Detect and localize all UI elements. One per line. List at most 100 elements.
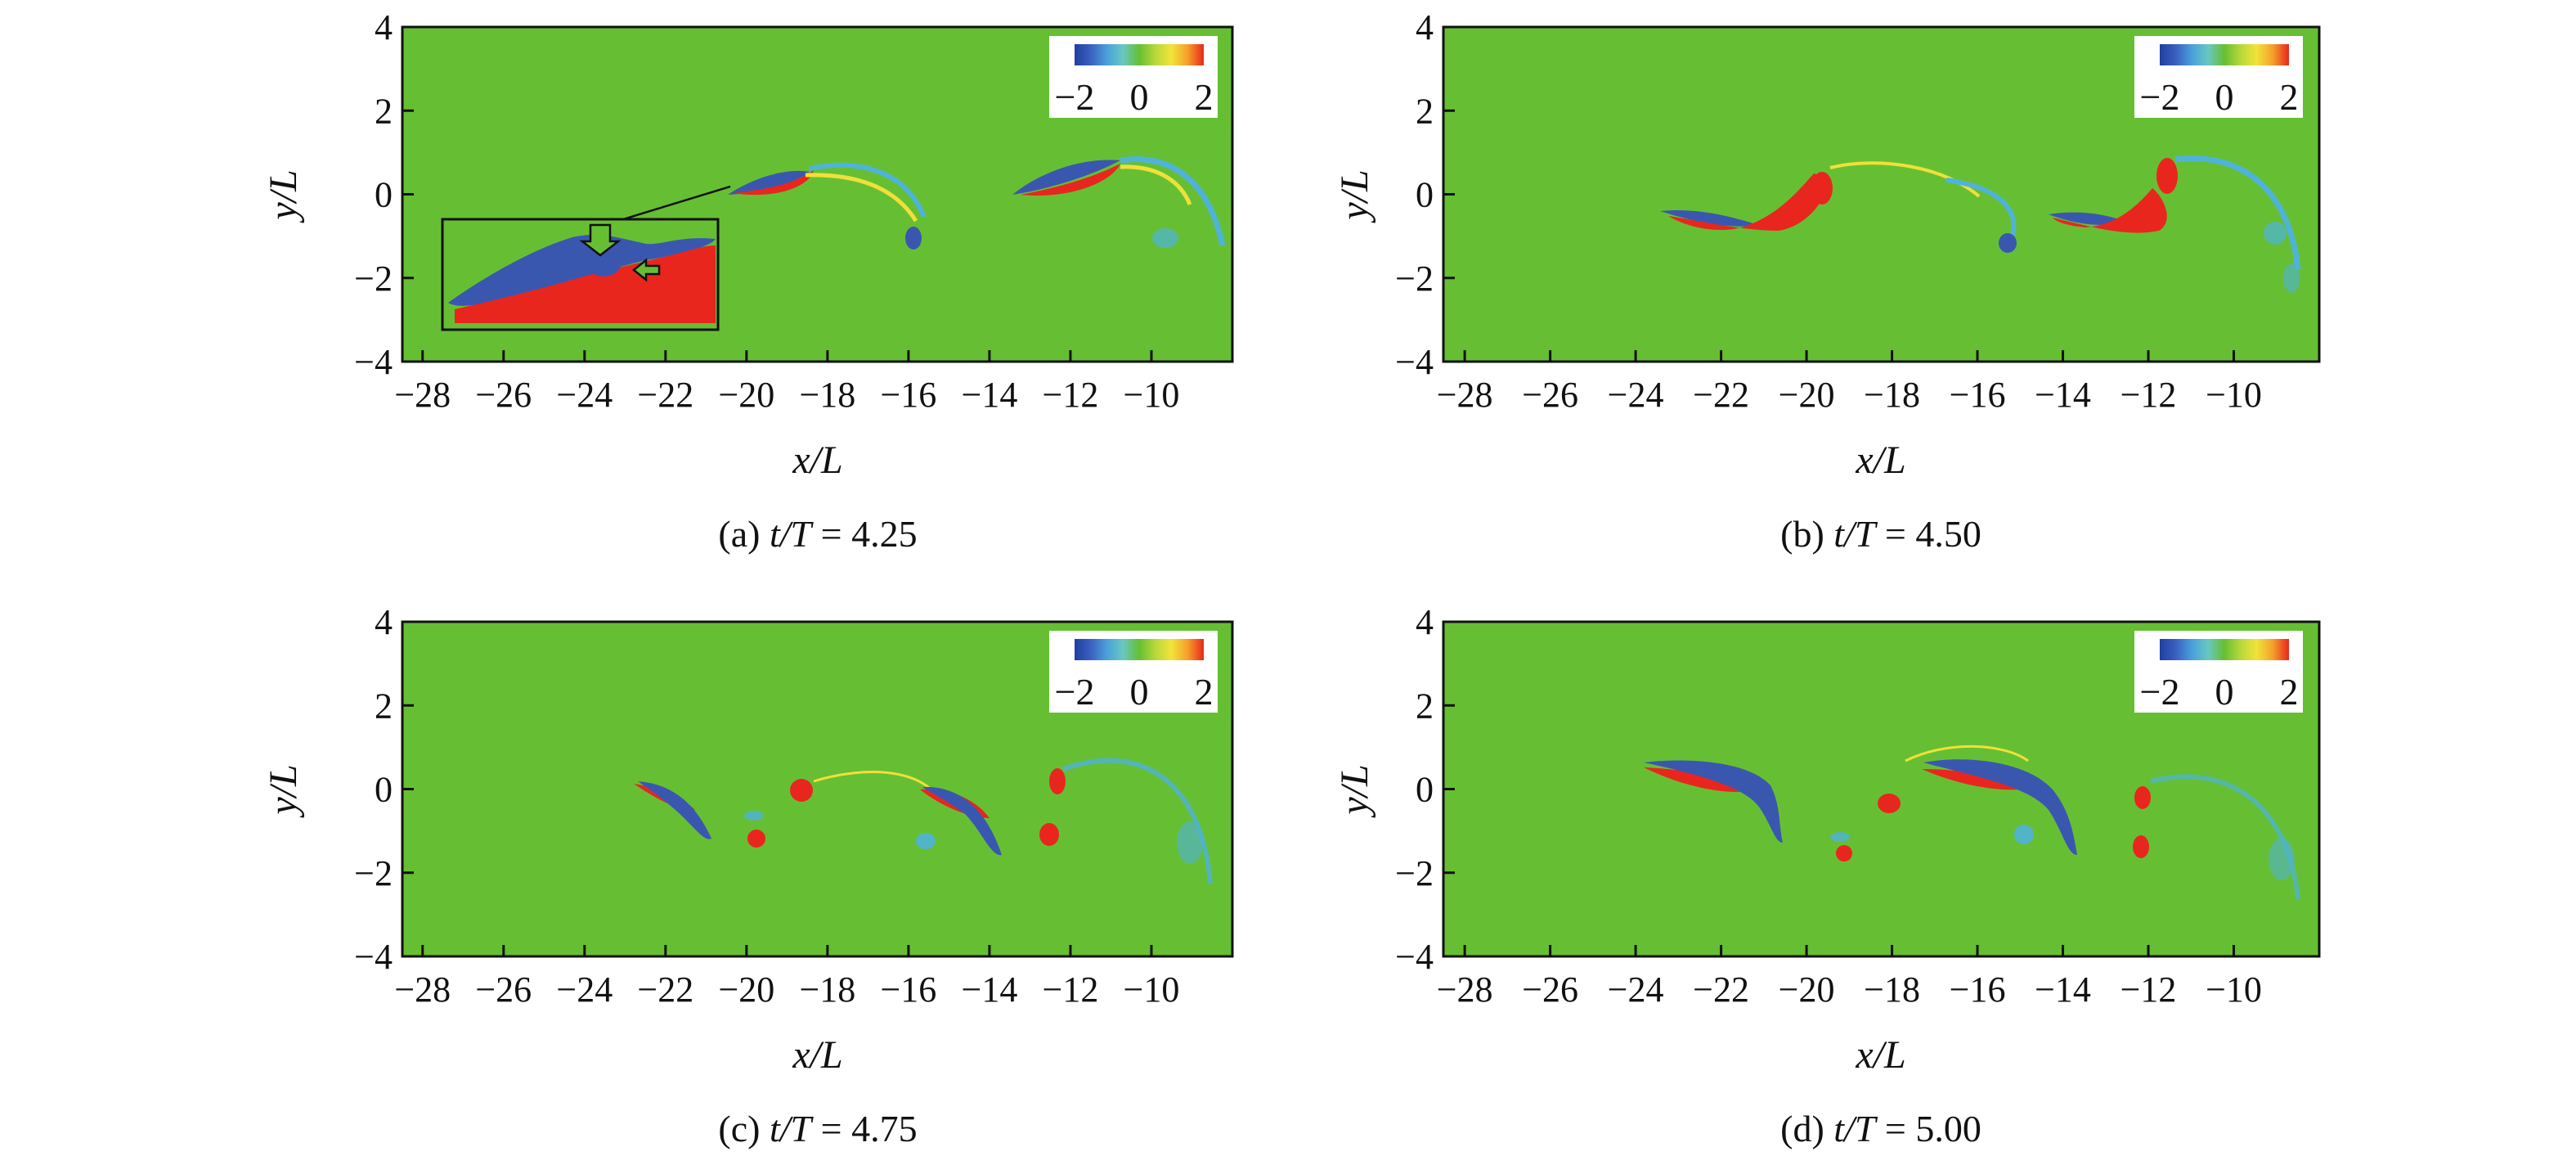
inset-arrow-down: [579, 223, 622, 257]
vortex-strand: [1905, 744, 2029, 762]
colorbar-tick: 0: [1130, 76, 1149, 118]
vortex-blue: [1012, 160, 1120, 195]
vortex-lightblue: [2014, 825, 2034, 844]
vortex-strand: [805, 173, 918, 223]
x-ticks: −28 −26 −24 −22 −20 −18 −16 −14 −12 −10: [394, 350, 1179, 415]
colorbar-tick: 2: [1195, 671, 1214, 713]
y-tick-label: 4: [1416, 602, 1434, 642]
y-tick-label: −2: [1395, 259, 1434, 299]
x-tick-label: −10: [1124, 969, 1180, 1010]
inset-vortex-core: [586, 247, 622, 277]
vortex-blue: [1660, 209, 1758, 227]
colorbar: −2 0 2: [1049, 631, 1218, 713]
x-tick-label: −22: [637, 375, 693, 415]
x-tick-label: −16: [880, 969, 936, 1010]
inset-connector: [622, 185, 731, 221]
colorbar: −2 0 2: [2134, 631, 2303, 713]
colorbar-tick: −2: [2140, 76, 2180, 118]
x-ticks: −28 −26 −24 −22 −20 −18 −16 −14 −12 −10: [1437, 945, 2262, 1010]
y-tick-label: −4: [1395, 937, 1434, 977]
caption: (b) t/T = 4.50: [1780, 513, 1981, 555]
vortex-strand: [2174, 155, 2301, 271]
vortex-lightblue: [2283, 263, 2300, 293]
colorbar: −2 0 2: [1049, 36, 1218, 118]
x-tick-label: −22: [637, 969, 693, 1010]
x-tick-label: −18: [799, 969, 855, 1010]
vortex-red: [1021, 164, 1120, 196]
colorbar-tick: 0: [2215, 671, 2234, 713]
vortex-lightblue: [744, 811, 764, 821]
colorbar-tick: −2: [1055, 76, 1095, 118]
y-tick-label: 0: [1416, 175, 1434, 215]
colorbar-gradient: [1075, 44, 1204, 65]
y-tick-label: 2: [1416, 91, 1434, 131]
x-tick-label: −16: [1950, 969, 2006, 1010]
x-tick-label: −26: [1522, 375, 1578, 415]
y-tick-label: −2: [354, 853, 393, 893]
x-tick-label: −16: [1950, 375, 2006, 415]
x-tick-label: −12: [2120, 969, 2177, 1010]
x-tick-label: −20: [1779, 969, 1835, 1010]
colorbar-gradient: [2160, 639, 2289, 660]
y-tick-label: 4: [1416, 7, 1434, 47]
y-tick-label: 0: [375, 770, 393, 810]
x-tick-label: −24: [556, 375, 613, 415]
y-ticks: 4 2 0 −2 −4: [354, 602, 414, 977]
colorbar: −2 0 2: [2134, 36, 2303, 118]
vortex-red: [1039, 823, 1059, 846]
vortex-red: [2053, 188, 2167, 233]
vortex-red: [1668, 173, 1825, 231]
vortex-strand: [1945, 178, 2017, 238]
x-ticks: −28 −26 −24 −22 −20 −18 −16 −14 −12 −10: [394, 945, 1179, 1010]
vortex-structures: [634, 758, 1213, 884]
x-tick-label: −20: [718, 969, 774, 1010]
y-ticks: 4 2 0 −2 −4: [1395, 602, 1455, 977]
y-axis-label: y/L: [1333, 169, 1376, 223]
x-tick-label: −22: [1693, 969, 1749, 1010]
x-tick-label: −10: [2206, 969, 2262, 1010]
colorbar-gradient: [1075, 639, 1204, 660]
vortex-lightblue: [916, 833, 936, 849]
y-tick-label: −2: [354, 259, 393, 299]
colorbar-tick: 2: [1195, 76, 1214, 118]
vortex-strand: [1829, 161, 1981, 198]
vortex-blue: [638, 781, 711, 839]
y-tick-label: 2: [375, 91, 393, 131]
vortex-blue: [1644, 760, 1783, 843]
inset-arrow-left: [631, 258, 661, 282]
x-tick-label: −28: [394, 375, 451, 415]
x-axis-label: x/L: [1855, 1033, 1905, 1077]
vortex-strand: [1062, 758, 1213, 884]
x-tick-label: −24: [1608, 969, 1664, 1010]
x-tick-label: −14: [962, 375, 1018, 415]
y-tick-label: 2: [375, 686, 393, 726]
vortex-lightblue: [2269, 838, 2295, 880]
vortex-blue: [2049, 212, 2126, 225]
x-tick-label: −18: [799, 375, 855, 415]
vortex-blue: [1999, 233, 2017, 253]
y-ticks: 4 2 0 −2 −4: [1395, 7, 1455, 382]
vortex-red: [747, 830, 765, 848]
x-tick-label: −12: [1043, 969, 1099, 1010]
y-tick-label: 0: [375, 175, 393, 215]
x-ticks: −28 −26 −24 −22 −20 −18 −16 −14 −12 −10: [1437, 350, 2262, 415]
x-tick-label: −14: [2035, 969, 2091, 1010]
y-tick-label: 2: [1416, 686, 1434, 726]
x-tick-label: −18: [1864, 375, 1920, 415]
x-tick-label: −28: [1437, 375, 1493, 415]
vortex-strand: [1120, 156, 1226, 246]
y-tick-label: −2: [1395, 853, 1434, 893]
colorbar-tick: −2: [1055, 671, 1095, 713]
colorbar-tick: 0: [1130, 671, 1149, 713]
y-tick-label: −4: [1395, 342, 1434, 382]
vortex-lightblue: [1830, 832, 1850, 842]
vortex-red: [732, 170, 814, 196]
vortex-red: [2156, 158, 2178, 194]
x-tick-label: −12: [1043, 375, 1099, 415]
x-tick-label: −12: [2120, 375, 2177, 415]
colorbar-tick: 0: [2215, 76, 2234, 118]
y-axis-label: y/L: [262, 169, 305, 223]
panel-c: −2 0 2 420−2−4 −28 −26 −24 −22 −20 −18 −16 −14−…: [262, 602, 1234, 1149]
colorbar-gradient: [2160, 44, 2289, 65]
vortex-red: [1811, 172, 1833, 205]
